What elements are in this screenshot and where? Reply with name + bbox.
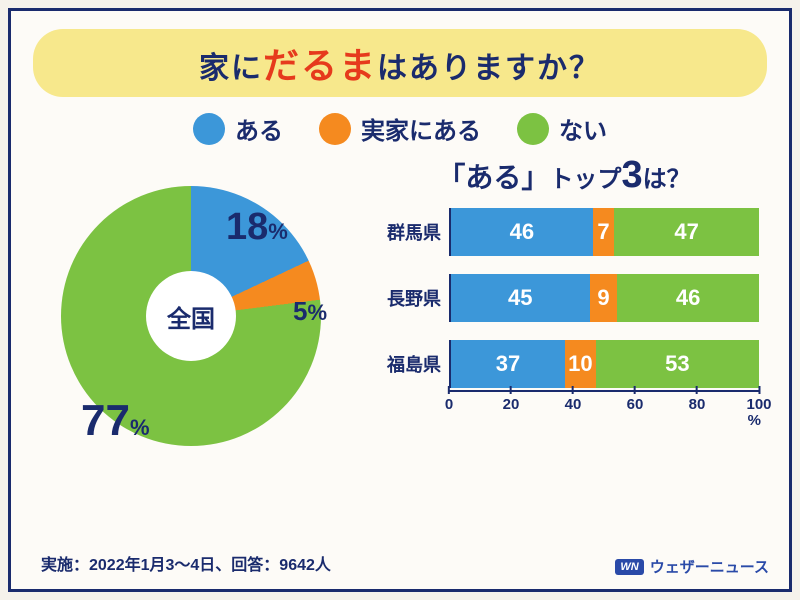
x-tick: 0 xyxy=(445,386,453,413)
bar-track: 45946 xyxy=(449,274,759,322)
title-post: はありますか？ xyxy=(377,52,601,85)
x-tick: 40 xyxy=(565,386,582,413)
bar-chart-title: 「ある」トップ3は？ xyxy=(369,156,759,194)
legend-item-jikka: 実家にある xyxy=(319,111,481,146)
bar-segment-jikka: 7 xyxy=(593,208,615,256)
brand-text: ウェザーニュース xyxy=(650,556,769,577)
brand: WN ウェザーニュース xyxy=(615,556,769,577)
bar-segment-aru: 37 xyxy=(451,340,565,388)
legend-swatch-nai xyxy=(517,113,549,145)
legend-swatch-aru xyxy=(193,113,225,145)
legend-label-aru: ある xyxy=(235,111,283,146)
content-area: 全国 18%5%77% 「ある」トップ3は？ 群馬県46747長野県45946福… xyxy=(11,156,789,526)
legend-label-jikka: 実家にある xyxy=(361,111,481,146)
bar-category-label: 長野県 xyxy=(369,285,449,311)
bar-segment-nai: 53 xyxy=(596,340,759,388)
bar-track: 46747 xyxy=(449,208,759,256)
legend-item-nai: ない xyxy=(517,111,607,146)
bar-segment-aru: 45 xyxy=(451,274,590,322)
title-bar: 家にだるまはありますか？ xyxy=(33,29,767,97)
bar-category-label: 福島県 xyxy=(369,351,449,377)
donut-label-jikka: 5% xyxy=(293,296,327,327)
bar-row: 福島県371053 xyxy=(369,340,759,388)
legend-swatch-jikka xyxy=(319,113,351,145)
bar-track: 371053 xyxy=(449,340,759,388)
bar-segment-jikka: 10 xyxy=(565,340,596,388)
x-tick: 20 xyxy=(503,386,520,413)
donut-chart: 全国 18% 5% 77% xyxy=(41,166,341,466)
x-axis-unit: % xyxy=(748,412,761,429)
x-tick: 60 xyxy=(627,386,644,413)
legend: ある 実家にある ない xyxy=(11,111,789,146)
donut-label-nai: 77% xyxy=(81,396,150,446)
bar-category-label: 群馬県 xyxy=(369,219,449,245)
bars-title-suffix: は？ xyxy=(643,166,691,193)
bar-segment-nai: 46 xyxy=(617,274,759,322)
bars-title-top: トップ xyxy=(549,166,621,193)
bar-row: 長野県45946 xyxy=(369,274,759,322)
bar-chart: 「ある」トップ3は？ 群馬県46747長野県45946福島県371053 % 0… xyxy=(369,156,759,426)
bars-title-n: 3 xyxy=(621,154,642,196)
title-pre: 家に xyxy=(199,52,263,85)
x-axis: % 020406080100 xyxy=(449,390,759,426)
legend-item-aru: ある xyxy=(193,111,283,146)
brand-badge: WN xyxy=(615,559,643,575)
bar-segment-aru: 46 xyxy=(451,208,593,256)
bar-segment-nai: 47 xyxy=(614,208,759,256)
bars-title-q: 「ある」 xyxy=(437,162,549,193)
bar-row: 群馬県46747 xyxy=(369,208,759,256)
x-tick: 80 xyxy=(689,386,706,413)
bar-segment-jikka: 9 xyxy=(590,274,618,322)
donut-center-label: 全国 xyxy=(146,271,236,361)
chart-frame: 家にだるまはありますか？ ある 実家にある ない 全国 18% 5% 77% 「ある」ト… xyxy=(8,8,792,592)
bar-rows: 群馬県46747長野県45946福島県371053 xyxy=(369,208,759,388)
x-tick: 100 xyxy=(746,386,771,413)
donut-label-aru: 18% xyxy=(226,206,288,249)
title-accent: だるま xyxy=(263,45,377,86)
survey-footer: 実施：2022年1月3～4日、回答：9642人 xyxy=(41,551,331,575)
legend-label-nai: ない xyxy=(559,111,607,146)
